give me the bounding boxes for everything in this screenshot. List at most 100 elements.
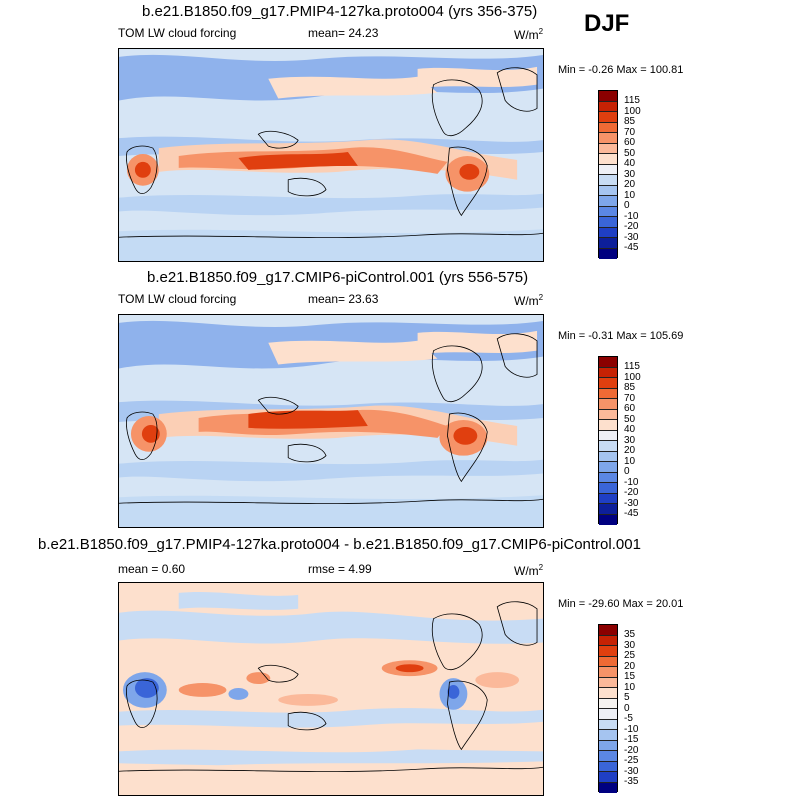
panel-2-map-svg [119,315,543,527]
panel-1-minmax: Min = -0.26 Max = 100.81 [558,64,684,76]
panel-2-colorbar-box [599,504,617,515]
panel-3-colorbar-tick: 25 [624,650,636,661]
season-label: DJF [584,10,630,37]
panel-2-colorbar-box [599,451,617,462]
panel-3-colorbar-tick: 20 [624,660,636,672]
panel-3-colorbar-tick: -20 [624,744,639,756]
panel-2-units: W/m2 [514,293,544,308]
panel-3-colorbar-box [599,761,617,772]
panel-1-colorbar-box [599,133,617,144]
panel-1-colorbar [598,90,618,259]
panel-2-colorbar-tick: 40 [624,424,636,435]
panel-1-colorbar-tick: 0 [624,200,630,211]
panel-1-colorbar-tick: 40 [624,158,636,169]
panel-3-colorbar-tick: -30 [624,765,639,777]
panel-3-colorbar-tick: 5 [624,692,630,703]
panel-3-colorbar-box [599,772,617,783]
panel-2-colorbar-tick: 20 [624,445,636,456]
panel-2-colorbar-tick: -20 [624,487,639,498]
panel-3-map [118,582,544,796]
panel-3-colorbar-tick: 30 [624,639,636,651]
panel-1-colorbar-box [599,112,617,123]
panel-1-colorbar-tick: 60 [624,137,636,148]
panel-3-map-svg [119,583,543,795]
panel-2-colorbar [598,356,618,525]
panel-1-colorbar-tick: 100 [624,105,641,117]
panel-1-title: b.e21.B1850.f09_g17.PMIP4-127ka.proto004… [142,3,538,20]
panel-2-colorbar-tick: -45 [624,508,639,519]
panel-2-colorbar-tick: 0 [624,466,630,477]
panel-1-map-svg [119,49,543,261]
panel-2-colorbar-box [599,409,617,420]
panel-3-colorbar-box [599,719,617,730]
panel-2-colorbar-tick: -10 [624,476,639,488]
panel-1-colorbar-tick: 50 [624,147,636,159]
panel-2-colorbar-box [599,357,617,368]
panel-3-colorbar-box [599,646,617,657]
panel-3-colorbar-box [599,667,617,678]
panel-2-colorbar-box [599,420,617,431]
panel-3-colorbar-box [599,677,617,688]
panel-3-colorbar-box [599,698,617,709]
panel-2-colorbar-box [599,378,617,389]
panel-2-field-label: TOM LW cloud forcing [118,292,237,306]
panel-2-colorbar-tick: 70 [624,392,636,404]
panel-3-colorbar-box [599,782,617,793]
panel-2-colorbar-box [599,388,617,399]
panel-1-colorbar-box [599,143,617,154]
panel-2-colorbar-box [599,367,617,378]
panel-3-rmse-label: rmse = 4.99 [308,562,372,576]
panel-1-mean-label: mean= 24.23 [308,26,379,40]
panel-3-colorbar-box [599,625,617,636]
panel-3-colorbar-tick: 35 [624,629,636,640]
panel-3-title: b.e21.B1850.f09_g17.PMIP4-127ka.proto004… [38,536,641,553]
panel-3-colorbar-box [599,709,617,720]
panel-3-colorbar [598,624,618,793]
panel-1-units: W/m2 [514,27,544,42]
panel-2-colorbar-box [599,483,617,494]
panel-3-colorbar-box [599,635,617,646]
panel-3-colorbar-tick: 10 [624,681,636,693]
panel-2-colorbar-box [599,399,617,410]
panel-1-colorbar-box [599,206,617,217]
panel-3-colorbar-box [599,730,617,741]
panel-1-colorbar-tick: -10 [624,210,639,222]
panel-3-colorbar-box [599,740,617,751]
panel-1-colorbar-box [599,217,617,228]
panel-1-colorbar-box [599,101,617,112]
panel-1-colorbar-box [599,248,617,259]
panel-1-colorbar-tick: 70 [624,126,636,138]
panel-2-colorbar-tick: 30 [624,434,636,446]
panel-3-colorbar-box [599,751,617,762]
panel-2-colorbar-tick: 50 [624,413,636,425]
panel-2-mean-label: mean= 23.63 [308,292,379,306]
panel-1-colorbar-tick: 115 [624,95,640,106]
panel-1-field-label: TOM LW cloud forcing [118,26,237,40]
panel-2-minmax: Min = -0.31 Max = 105.69 [558,330,684,342]
panel-1-map [118,48,544,262]
panel-1-colorbar-box [599,227,617,238]
panel-2-colorbar-box [599,462,617,473]
panel-1-colorbar-box [599,196,617,207]
panel-2-colorbar-tick: 60 [624,403,636,414]
panel-1-colorbar-tick: 30 [624,168,636,180]
panel-2-colorbar-box [599,493,617,504]
panel-2-colorbar-tick: 100 [624,371,641,383]
panel-1-colorbar-tick: 85 [624,116,636,127]
panel-2-map [118,314,544,528]
panel-1-colorbar-tick: 20 [624,179,636,190]
panel-2-colorbar-box [599,472,617,483]
panel-3-colorbar-tick: -5 [624,713,633,724]
panel-1-colorbar-box [599,238,617,249]
panel-1-colorbar-tick: -30 [624,231,639,243]
panel-2-title: b.e21.B1850.f09_g17.CMIP6-piControl.001 … [147,269,529,286]
panel-3-colorbar-tick: -15 [624,734,639,745]
panel-2-colorbar-tick: 10 [624,455,636,467]
panel-1-colorbar-box [599,122,617,133]
panel-2-colorbar-box [599,514,617,525]
panel-2-colorbar-tick: -30 [624,497,639,509]
panel-3-colorbar-tick: 0 [624,702,630,714]
panel-1-colorbar-tick: -45 [624,242,639,253]
panel-1-colorbar-box [599,185,617,196]
panel-3-mean-label: mean = 0.60 [118,562,186,576]
